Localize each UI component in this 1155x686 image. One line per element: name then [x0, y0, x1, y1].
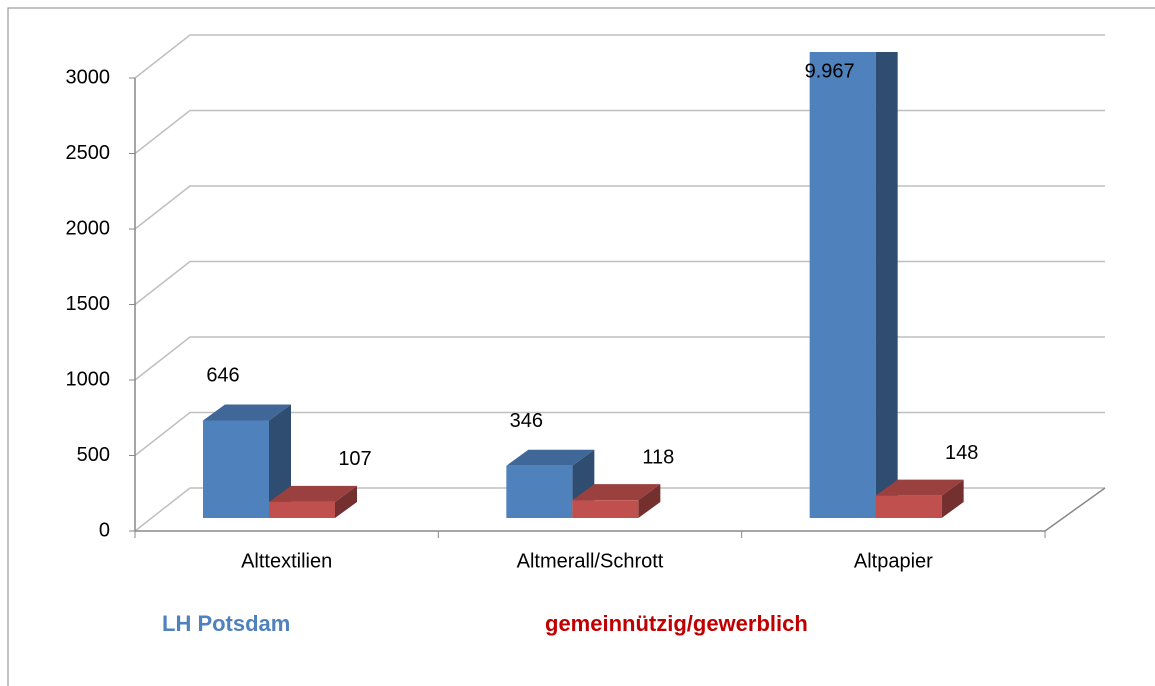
data-label: 107	[338, 448, 371, 470]
grid-line	[134, 260, 1105, 306]
grid-line	[134, 34, 1105, 79]
frame	[7, 7, 1155, 686]
data-label: 9.967	[805, 60, 855, 82]
bar	[269, 501, 335, 518]
bar	[875, 495, 942, 518]
bar-side	[269, 404, 291, 518]
y-tick-label: 2500	[66, 142, 111, 164]
bar	[506, 465, 573, 518]
y-tick-label: 500	[77, 444, 110, 466]
legend-label: gemeinnützig/gewerblich	[545, 611, 808, 636]
bar-side	[335, 485, 357, 518]
bar-top	[572, 484, 661, 501]
grid-line	[134, 411, 1105, 457]
x-tick-label: Alttextilien	[241, 550, 332, 572]
bars	[203, 52, 964, 518]
data-label: 646	[206, 365, 239, 387]
y-tick-label: 1500	[66, 293, 111, 315]
data-label: 148	[945, 442, 978, 464]
y-tick-label: 3000	[66, 66, 111, 88]
grid-line	[134, 336, 1105, 381]
y-tick-label: 1000	[66, 368, 111, 390]
data-label: 118	[642, 446, 674, 468]
bar-side	[638, 484, 661, 518]
bar-top	[203, 404, 291, 421]
bar-top	[269, 485, 357, 502]
y-tick-label: 2000	[66, 217, 111, 239]
bar	[809, 52, 876, 518]
grid-line	[134, 487, 1105, 532]
bar	[572, 500, 639, 518]
data-label: 346	[510, 410, 543, 432]
bar-top	[506, 449, 595, 466]
grid-line	[134, 185, 1105, 230]
bar-side	[875, 52, 898, 518]
x-tick-label: Altmerall/Schrott	[517, 550, 664, 572]
x-tick-label: Altpapier	[854, 550, 933, 572]
legend-label: LH Potsdam	[162, 611, 290, 636]
grid-line	[134, 109, 1105, 155]
y-tick-label: 0	[99, 519, 110, 541]
bar-top	[875, 479, 964, 496]
bar-side	[941, 479, 964, 518]
bar	[203, 420, 269, 518]
